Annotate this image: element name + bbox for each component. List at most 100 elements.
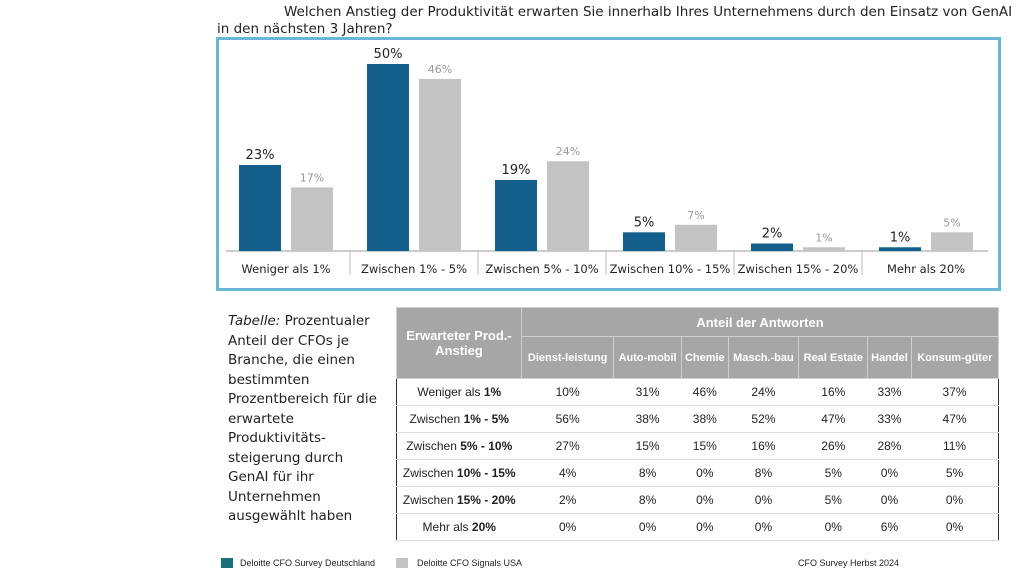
table-cell: 10% — [521, 378, 614, 406]
row-label-range: 20% — [471, 520, 496, 534]
data-label: 7% — [687, 209, 704, 222]
table-row: Mehr als 20% 0% 0% 0% 0% 0% 6% 0% — [396, 513, 999, 541]
row-label: Zwischen 1% - 5% — [396, 405, 522, 433]
table-cell: 5% — [798, 486, 868, 514]
bar-germany — [495, 179, 537, 251]
x-tick-label: Zwischen 5% - 10% — [485, 262, 598, 276]
row-label-range: 1% - 5% — [463, 412, 509, 426]
bar-germany — [367, 64, 409, 251]
data-label: 5% — [634, 215, 655, 230]
table-cell: 0% — [911, 486, 999, 514]
table-row: Weniger als 1% 10% 31% 46% 24% 16% 33% 37% — [396, 378, 999, 406]
row-label: Zwischen 10% - 15% — [396, 459, 522, 487]
row-label: Weniger als 1% — [396, 378, 522, 406]
source-label: CFO Survey Herbst 2024 — [798, 558, 900, 568]
row-label-prefix: Zwischen — [406, 439, 461, 453]
table-row: Zwischen 1% - 5% 56% 38% 38% 52% 47% 33% 47% — [396, 405, 999, 433]
data-label: 1% — [890, 230, 911, 245]
bar-usa — [291, 187, 333, 251]
table-cell: 31% — [613, 378, 682, 406]
x-tick-label: Zwischen 10% - 15% — [610, 262, 731, 276]
legend-usa: Deloitte CFO Signals USA — [417, 558, 523, 568]
table-cell: 0% — [681, 459, 729, 487]
table-cell: 33% — [867, 405, 912, 433]
table-cell: 0% — [798, 513, 868, 541]
table-cell: 28% — [867, 432, 912, 460]
bar-germany — [879, 247, 921, 251]
table-cell: 16% — [728, 432, 799, 460]
row-label-range: 15% - 20% — [456, 493, 516, 507]
table-cell: 0% — [867, 486, 912, 514]
row-label-prefix: Zwischen — [402, 466, 457, 480]
table-cell: 56% — [521, 405, 614, 433]
table-cell: 0% — [911, 513, 999, 541]
caption-text: Prozentualer Anteil der CFOs je Branche,… — [228, 313, 377, 524]
data-label: 5% — [943, 216, 960, 229]
row-label-prefix: Mehr als — [422, 520, 472, 534]
table-cell: 0% — [681, 486, 729, 514]
bar-germany — [239, 164, 281, 251]
table-cell: 24% — [728, 378, 799, 406]
table-cell: 15% — [681, 432, 729, 460]
bar-usa — [547, 161, 589, 251]
data-label: 23% — [246, 148, 275, 163]
table-cell: 46% — [681, 378, 729, 406]
table-cell: 11% — [911, 432, 999, 460]
row-label-range: 5% - 10% — [460, 439, 513, 453]
table-cell: 5% — [798, 459, 868, 487]
data-label: 2% — [762, 227, 783, 242]
table-cell: 15% — [613, 432, 682, 460]
data-label: 46% — [428, 63, 452, 76]
column-header: Konsum-güter — [910, 336, 1000, 379]
chart-question-title: Welchen Anstieg der Produktivität erwart… — [217, 4, 1013, 37]
legend-swatch-usa — [396, 558, 408, 568]
table-cell: 16% — [798, 378, 868, 406]
table-caption: Tabelle: Prozentualer Anteil der CFOs je… — [228, 312, 378, 527]
column-header: Masch.-bau — [727, 336, 800, 379]
bar-usa — [419, 78, 461, 252]
data-label: 1% — [815, 231, 832, 244]
data-label: 24% — [556, 145, 580, 158]
bar-chart: 23% 17% Weniger als 1% 50% 46% Zwischen 1% - … — [226, 47, 988, 276]
bar-germany — [623, 232, 665, 251]
table-cell: 0% — [521, 513, 614, 541]
table-cell: 0% — [728, 513, 799, 541]
row-label: Zwischen 15% - 20% — [396, 486, 522, 514]
table-cell: 5% — [911, 459, 999, 487]
table-cell: 47% — [911, 405, 999, 433]
legend-swatch-germany — [221, 558, 233, 568]
column-header: Dienst-leistung — [520, 336, 615, 379]
x-tick-label: Weniger als 1% — [241, 262, 330, 276]
bar-germany — [751, 243, 793, 251]
column-header: Handel — [867, 336, 912, 379]
table-cell: 8% — [613, 486, 682, 514]
x-tick-label: Zwischen 1% - 5% — [361, 262, 467, 276]
table-cell: 4% — [521, 459, 614, 487]
table-cell: 27% — [521, 432, 614, 460]
x-tick-label: Zwischen 15% - 20% — [738, 262, 859, 276]
table-cell: 0% — [613, 513, 682, 541]
table-cell: 37% — [911, 378, 999, 406]
chart-frame — [216, 37, 1001, 291]
table-row: Zwischen 5% - 10% 27% 15% 15% 16% 26% 28% 11% — [396, 432, 999, 460]
table-row: Zwischen 15% - 20% 2% 8% 0% 0% 5% 0% 0% — [396, 486, 999, 514]
row-label: Mehr als 20% — [396, 513, 522, 541]
table-cell: 0% — [681, 513, 729, 541]
table-cell: 8% — [728, 459, 799, 487]
x-tick-label: Mehr als 20% — [887, 262, 965, 276]
bar-usa — [931, 232, 973, 251]
table-cell: 38% — [613, 405, 682, 433]
table-cell: 38% — [681, 405, 729, 433]
table-cell: 6% — [867, 513, 912, 541]
column-header: Auto-mobil — [613, 336, 682, 379]
data-label: 50% — [374, 47, 403, 62]
table-row: Zwischen 10% - 15% 4% 8% 0% 8% 5% 0% 5% — [396, 459, 999, 487]
data-label: 19% — [502, 163, 531, 178]
table-cell: 8% — [613, 459, 682, 487]
row-header: Erwarteter Prod.-Anstieg — [396, 307, 522, 379]
column-header: Real Estate — [798, 336, 869, 379]
group-header: Anteil der Antworten — [521, 307, 999, 337]
table-cell: 33% — [867, 378, 912, 406]
row-label-prefix: Zwischen — [402, 493, 457, 507]
bar-usa — [675, 224, 717, 251]
